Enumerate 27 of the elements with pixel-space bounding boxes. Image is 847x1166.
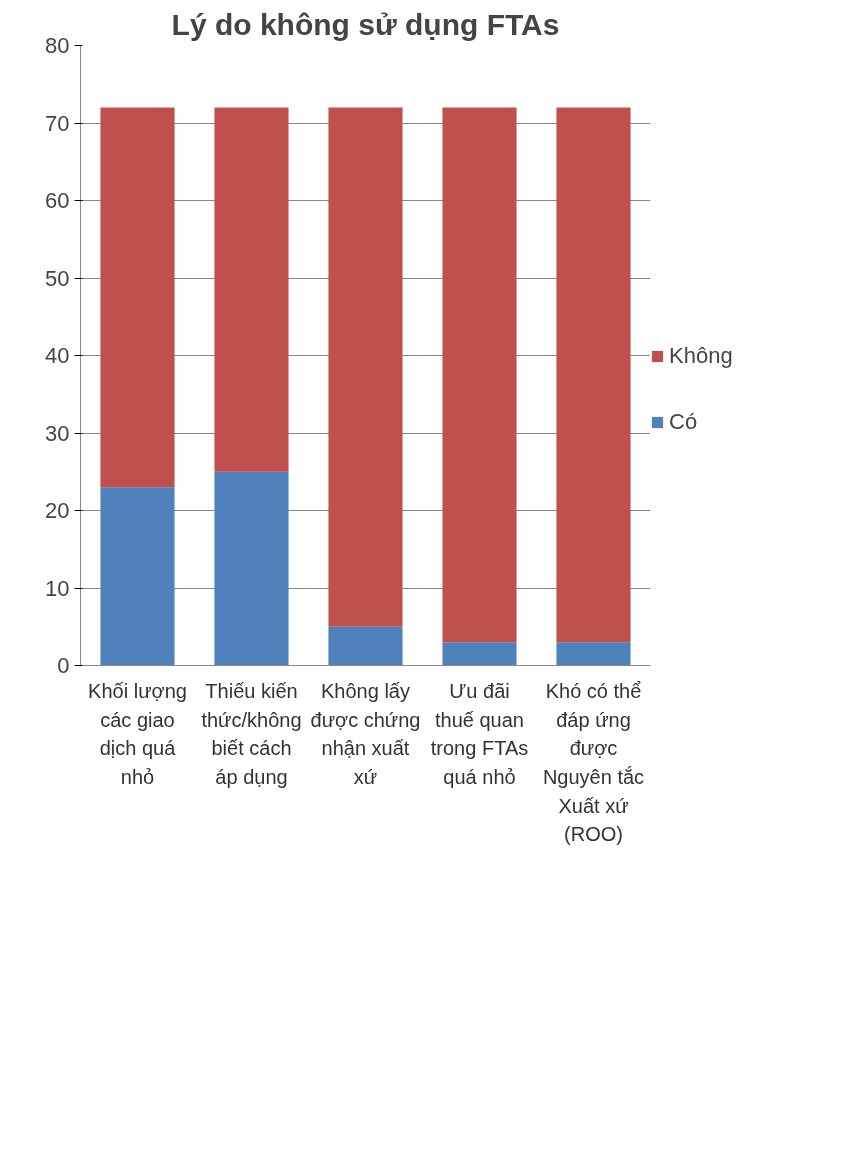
bar (556, 642, 631, 666)
y-tick-label: 10 (45, 575, 70, 601)
bar (442, 107, 517, 643)
y-tick-label: 0 (57, 653, 70, 678)
y-tick-label: 60 (45, 188, 70, 213)
bar (100, 107, 175, 488)
y-tick-label: 80 (45, 33, 70, 58)
y-tick-label: 20 (45, 498, 70, 523)
x-tick-label: Khó có thể đáp ứng được Nguyên tắc Xuất xứ (ROO) (542, 680, 645, 846)
y-tick-label: 70 (45, 110, 70, 136)
y-tick-label: 40 (45, 343, 70, 368)
bar (214, 107, 289, 472)
bar (328, 626, 403, 666)
legend-label: Không (669, 343, 733, 369)
x-tick-label: Khối lượng các giao dịch quá nhỏ (88, 680, 187, 789)
bar (328, 107, 403, 627)
y-tick-label: 30 (45, 420, 70, 446)
bar (214, 471, 289, 666)
x-tick-label: Thiếu kiến thức/không biết cách áp dụng (201, 680, 302, 789)
x-tick-label: Ưu đãi thuế quan trong FTAs quá nhỏ (430, 680, 529, 789)
x-tick-label: Không lấy được chứng nhận xuất xứ (310, 680, 421, 789)
bar (100, 487, 175, 666)
legend-label: Có (669, 409, 698, 435)
bar (442, 642, 517, 666)
bar (556, 107, 631, 643)
chart-title: Lý do không sử dụng FTAs (171, 7, 560, 41)
y-tick-label: 50 (45, 265, 70, 291)
